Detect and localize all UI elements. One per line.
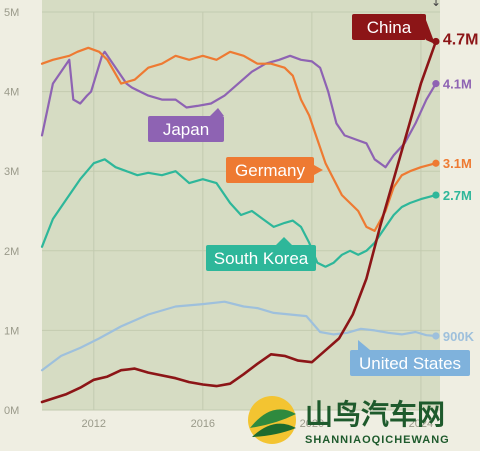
series-label-germany: Germany (226, 157, 323, 183)
y-tick-label: 1M (4, 325, 19, 337)
y-tick-label: 4M (4, 87, 19, 99)
plot-area (42, 0, 440, 410)
watermark-logo-icon (248, 396, 296, 444)
series-lines (40, 37, 440, 404)
series-label-text: South Korea (214, 249, 309, 268)
series-line-south-korea (40, 158, 437, 268)
x-tick-label: 2016 (191, 418, 215, 430)
x-tick-label: 2020 (300, 418, 324, 430)
watermark-subtext: SHANNIAOQICHEWANG (305, 434, 450, 446)
watermark: 山鸟汽车网 SHANNIAOQICHEWANG (248, 396, 450, 446)
label-pointer (358, 340, 370, 350)
label-pointer (276, 237, 292, 245)
y-tick-label: 5M (4, 7, 19, 19)
series-end-point-united-states (432, 332, 440, 340)
label-background (350, 350, 470, 376)
grid-lines (42, 11, 440, 411)
series-line-germany (40, 46, 437, 232)
end-value-germany: 3.1M (443, 156, 472, 171)
y-tick-label: 2M (4, 246, 19, 258)
series-label-text: Germany (235, 161, 305, 180)
series-label-text: United States (359, 354, 461, 373)
label-pointer (210, 108, 224, 116)
series-labels: Japan Germany South Korea United States Chin… (148, 14, 470, 376)
y-axis-ticks: 0M 1M 2M 3M 4M 5M (4, 7, 19, 417)
label-background (352, 14, 426, 40)
series-label-text: Japan (163, 120, 209, 139)
annotation-arrow: ↓ (431, 0, 441, 9)
x-axis-ticks: 2012 2016 2020 2024 (82, 418, 434, 430)
label-background (148, 116, 224, 142)
series-end-point-south-korea (432, 191, 440, 199)
series-label-text: China (367, 18, 412, 37)
x-tick-label: 2024 (409, 418, 433, 430)
y-tick-label: 0M (4, 405, 19, 417)
series-label-united-states: United States (350, 340, 470, 376)
series-line-united-states (40, 300, 437, 372)
y-tick-label: 3M (4, 166, 19, 178)
label-background (226, 157, 314, 183)
label-pointer (314, 165, 323, 175)
series-line-china (40, 40, 438, 404)
series-end-point-germany (432, 159, 440, 167)
series-line-japan (40, 50, 437, 169)
end-value-labels: 4.1M 3.1M 2.7M 900K 4.7M (443, 31, 479, 344)
label-pointer (426, 20, 435, 44)
series-label-south-korea: South Korea (206, 237, 316, 271)
series-end-point-japan (432, 80, 440, 88)
watermark-text: 山鸟汽车网 (305, 398, 445, 431)
end-value-south-korea: 2.7M (443, 188, 472, 203)
end-value-china: 4.7M (443, 31, 479, 48)
series-label-japan: Japan (148, 108, 224, 142)
series-label-china: China (352, 14, 435, 44)
x-tick-label: 2012 (82, 418, 106, 430)
label-background (206, 245, 316, 271)
end-value-united-states: 900K (443, 329, 475, 344)
end-value-japan: 4.1M (443, 77, 472, 92)
